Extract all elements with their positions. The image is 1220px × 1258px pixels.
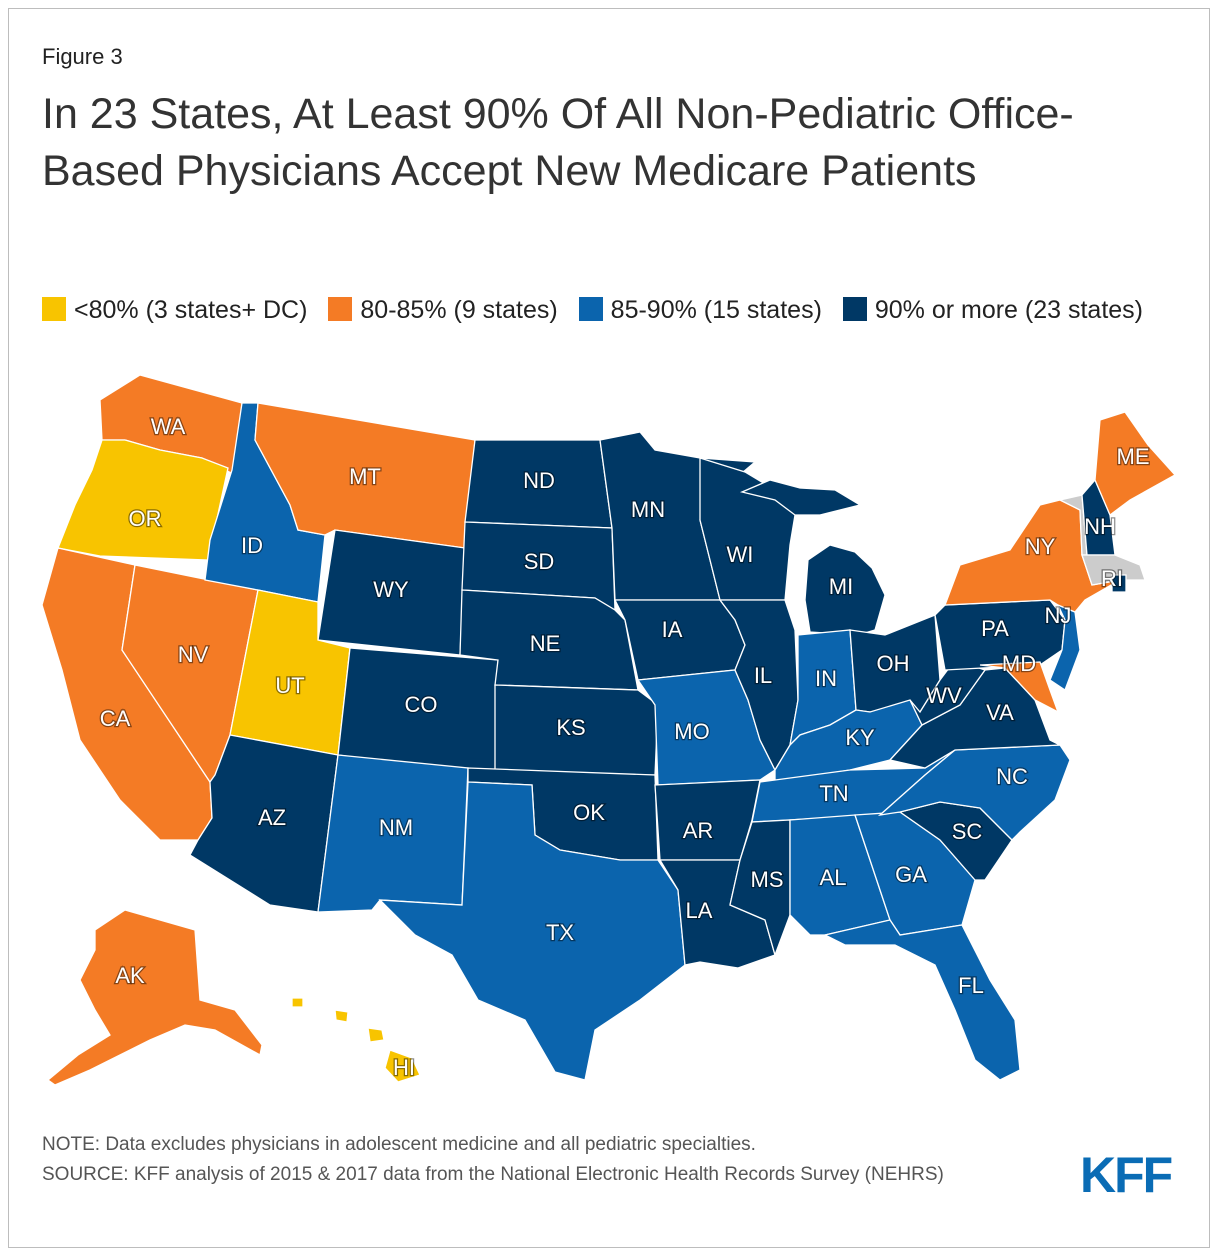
label-NV: NV [178,642,209,667]
legend-label-90plus: 90% or more (23 states) [874,296,1144,324]
label-MD: MD [1002,651,1036,676]
legend-item-80-85: 80-85% (9 states) [328,290,558,330]
label-CA: CA [100,706,131,731]
label-MO: MO [674,719,709,744]
state-NC [877,744,1071,841]
state-OR [57,439,229,561]
label-CO: CO [405,692,438,717]
label-NJ: NJ [1045,603,1072,628]
state-labels: WA OR CA NV ID MT WY UT AZ CO NM ND SD N… [98,413,1150,1082]
label-ID: ID [241,533,263,558]
state-NJ [1049,603,1081,691]
label-NY: NY [1025,534,1056,559]
kff-logo: KFF [1080,1147,1173,1203]
label-PA: PA [981,616,1009,641]
state-AK [46,909,263,1086]
legend-swatch-lt80 [42,297,66,321]
label-AL: AL [820,865,847,890]
label-VA: VA [986,700,1014,725]
legend-item-90plus: 90% or more (23 states) [842,290,1144,330]
label-LA: LA [686,898,713,923]
state-HI-maui [367,1027,385,1043]
legend-swatch-80-85 [328,297,353,321]
figure-label: Figure 3 [42,44,123,69]
legend-label-80-85: 80-85% (9 states) [360,296,558,324]
legend-label-lt80: <80% (3 states+ DC) [74,296,308,324]
label-MT: MT [349,464,381,489]
state-TX [378,781,686,1081]
label-ND: ND [523,468,555,493]
label-AK: AK [115,963,145,988]
figure-frame [8,8,1210,1248]
label-NH: NH [1084,514,1116,539]
state-HI-kauai [291,997,304,1008]
label-NM: NM [379,815,413,840]
state-MI-UP [739,479,862,516]
label-OH: OH [877,651,910,676]
label-AZ: AZ [258,805,286,830]
label-TN: TN [819,781,848,806]
state-WI [699,457,796,601]
label-GA: GA [895,862,927,887]
label-AR: AR [683,818,714,843]
label-KS: KS [556,715,585,740]
label-SC: SC [952,819,983,844]
label-IL: IL [754,663,772,688]
note-text: NOTE: Data excludes physicians in adoles… [42,1134,756,1155]
label-SD: SD [524,549,555,574]
label-WV: WV [926,683,962,708]
label-TX: TX [546,920,574,945]
state-HI-big [384,1049,421,1083]
legend-swatch-85-90 [578,297,603,321]
chart-title: In 23 States, At Least 90% Of All Non-Pe… [42,90,1074,195]
state-FL [823,919,1021,1081]
state-RI [1111,574,1127,593]
legend: <80% (3 states+ DC) 80-85% (9 states) 85… [42,290,1192,330]
label-UT: UT [275,673,304,698]
label-HI: HI [393,1055,415,1080]
state-ME [1094,411,1177,517]
label-RI: RI [1101,566,1123,591]
label-MI: MI [829,574,853,599]
label-MS: MS [751,867,784,892]
label-ME: ME [1117,444,1150,469]
state-MI [804,544,886,636]
legend-item-lt80: <80% (3 states+ DC) [42,290,307,330]
label-IA: IA [662,617,683,642]
legend-item-85-90: 85-90% (15 states) [578,290,822,330]
label-MN: MN [631,497,665,522]
label-WY: WY [373,577,409,602]
label-KY: KY [845,725,875,750]
label-NC: NC [996,764,1028,789]
label-OK: OK [573,800,605,825]
label-FL: FL [958,973,984,998]
label-IN: IN [815,666,837,691]
state-MD [979,661,1060,714]
source-text: SOURCE: KFF analysis of 2015 & 2017 data… [42,1164,944,1185]
legend-swatch-90plus [842,297,867,321]
label-WI: WI [727,542,754,567]
label-NE: NE [530,631,561,656]
label-OR: OR [129,506,162,531]
state-NH [1081,478,1116,556]
label-WA: WA [151,414,186,439]
state-IL [718,599,799,772]
state-WV [909,659,987,726]
state-MA [1081,554,1146,586]
state-HI-oahu [334,1009,349,1023]
legend-label-85-90: 85-90% (15 states) [610,296,822,324]
